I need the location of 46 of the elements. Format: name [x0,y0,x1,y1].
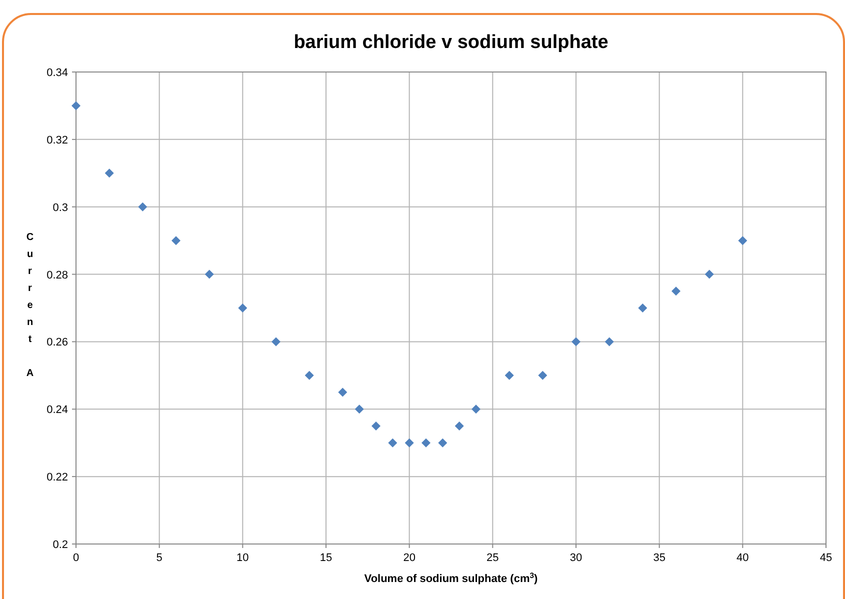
point [504,370,514,380]
point [604,337,614,346]
y-tick-label: 0.26 [46,336,68,349]
x-axis-title: Volume of sodium sulphate (cm$^{3}$) [364,570,538,585]
point [388,438,398,448]
point [404,438,414,448]
x-tick-label: 35 [653,552,666,564]
point [672,286,680,296]
text: Current A [26,232,34,379]
x-tick-label: 15 [320,552,332,564]
x-tick-label: 25 [486,552,499,564]
x-tick-label: 20 [403,552,416,564]
point [204,270,214,279]
point [304,370,314,380]
point [538,370,548,380]
point [738,236,748,246]
y-tick-label: 0.34 [46,67,68,79]
y-tick-label: 0.22 [46,472,68,484]
point [454,422,464,430]
y-tick-label: 0.3 [52,202,68,214]
point [704,270,714,279]
y-tick-label: 0.28 [46,269,68,282]
x-tick-label: 5 [156,552,162,564]
y-tick-label: 0.2 [52,539,68,551]
point [438,438,448,448]
point [238,304,248,312]
point [104,168,114,178]
x-tick-label: 30 [570,552,582,564]
point [638,304,648,312]
point [138,202,148,212]
point [472,404,480,414]
y-tick-label: 0.32 [46,134,68,146]
point [338,388,348,397]
point [572,337,580,346]
point [172,236,180,246]
point [72,101,80,110]
chart-title: barium chloride v sodium sulphate [294,32,608,53]
x-tick-label: 10 [236,552,249,564]
point [272,337,280,346]
x-tick-label: 40 [736,552,749,564]
x-tick-label: 0 [72,552,80,564]
point [372,422,380,430]
y-tick-label: 0.24 [46,404,68,416]
point [354,404,364,414]
x-tick-label: 45 [820,552,832,564]
point [422,438,430,448]
